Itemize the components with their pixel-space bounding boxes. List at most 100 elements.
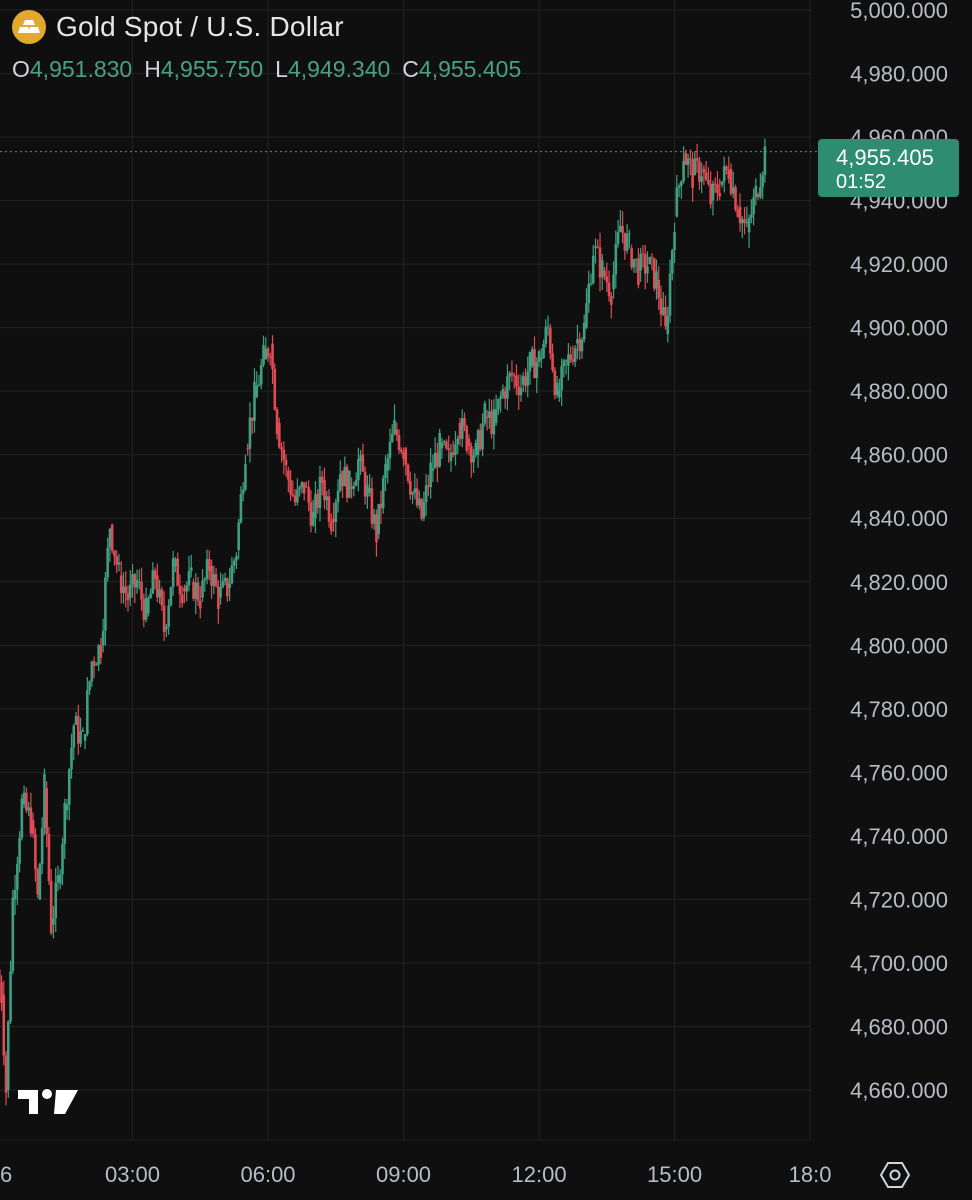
candle-body [623,232,627,251]
y-tick-label: 4,800.000 [850,633,948,658]
candle-body [738,206,742,224]
candle-body [22,792,26,805]
candle-body [424,485,428,502]
last-price-tag: 4,955.405 01:52 [818,139,959,197]
candle-body [582,322,586,340]
candle-body [695,158,699,161]
candle-body [63,802,67,844]
candle-body [183,588,186,592]
candle-body [494,409,498,423]
x-tick-label: 18:0 [789,1162,832,1187]
candle-body [147,598,150,614]
candle-body [293,495,297,503]
candle-body [230,565,234,584]
candle-body [203,579,207,581]
candle-body [481,423,484,450]
candle-body [643,254,647,274]
candle-body [704,172,708,180]
candle-body [677,185,681,188]
candle-body [393,420,396,434]
candle-body [192,581,195,599]
candle-body [680,181,683,186]
candle-body [13,889,17,900]
candle-body [366,484,369,497]
candle-body [411,492,414,495]
candle-body [228,583,231,589]
candle-body [652,258,656,289]
candle-body [327,496,331,522]
ohlc-open: O4,951.830 [12,56,133,82]
candle-body [474,442,478,456]
candle-body [70,747,73,770]
candle-body [18,837,21,864]
candle-body [420,498,423,519]
candle-body [573,348,577,362]
tradingview-logo-icon[interactable] [18,1086,78,1118]
candle-body [343,466,347,487]
candle-body [670,250,674,274]
candle-body [720,181,724,185]
candle-body [490,411,493,435]
candle-body [537,351,541,362]
candle-body [282,449,286,460]
candle-body [289,479,292,495]
candle-body [503,391,507,399]
candle-body [759,187,762,198]
candle-body [140,581,143,600]
candle-body [553,370,557,396]
candle-body [406,464,410,481]
candle-body [6,1021,10,1090]
candle-body [418,498,421,506]
candle-body [302,482,306,494]
candle-body [4,1055,8,1093]
candle-body [156,575,159,598]
candle-body [239,494,243,523]
candle-body [445,441,448,449]
candle-body [761,174,764,188]
candle-body [244,464,247,490]
candle-body [180,594,184,604]
ohlc-low: L4,949.340 [275,56,391,82]
candle-body [729,168,733,194]
candle-body [278,422,281,448]
ohlc-high: H4,955.750 [144,56,264,82]
candle-body [305,486,308,488]
candle-body [465,426,469,451]
candle-body [404,448,408,465]
candle-body [54,882,58,919]
candle-body [149,593,152,599]
candle-body [587,283,591,304]
candle-body [499,396,502,399]
candle-body [747,218,751,233]
candle-body [399,449,403,452]
candle-body [246,448,249,450]
candle-body [370,488,374,524]
candle-body [390,433,394,442]
candle-body [508,373,511,377]
candle-body [194,582,198,599]
candle-body [756,194,760,198]
candle-body [196,582,200,601]
candle-body [438,432,441,467]
candle-body [90,661,94,682]
candle-body [436,452,439,467]
candle-body [429,462,432,488]
candle-body [664,307,667,327]
candle-body [666,315,670,334]
settings-gear-icon[interactable] [880,1160,910,1190]
candle-body [232,560,236,566]
candle-body [264,348,268,360]
candle-body [0,969,1,983]
candle-body [153,570,157,579]
candle-body [268,356,272,358]
candle-body [413,488,417,493]
candle-body [682,161,685,182]
candle-body [2,994,6,1056]
candle-body [488,411,491,418]
candle-body [659,298,663,315]
candle-body [300,482,304,488]
candle-body [131,574,134,585]
candle-body [472,455,475,463]
